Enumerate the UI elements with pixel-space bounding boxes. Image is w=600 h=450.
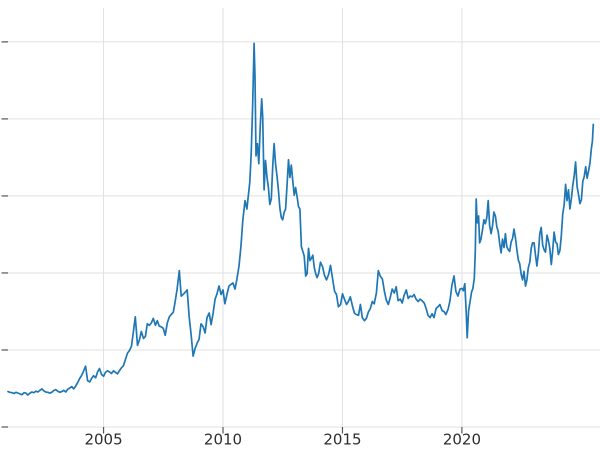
x-tick-label: 2005	[84, 431, 122, 449]
price-line-series	[7, 42, 595, 396]
x-tick-label: 2010	[204, 431, 242, 449]
x-tick-label: 2015	[323, 431, 361, 449]
x-tick-label: 2020	[443, 431, 481, 449]
